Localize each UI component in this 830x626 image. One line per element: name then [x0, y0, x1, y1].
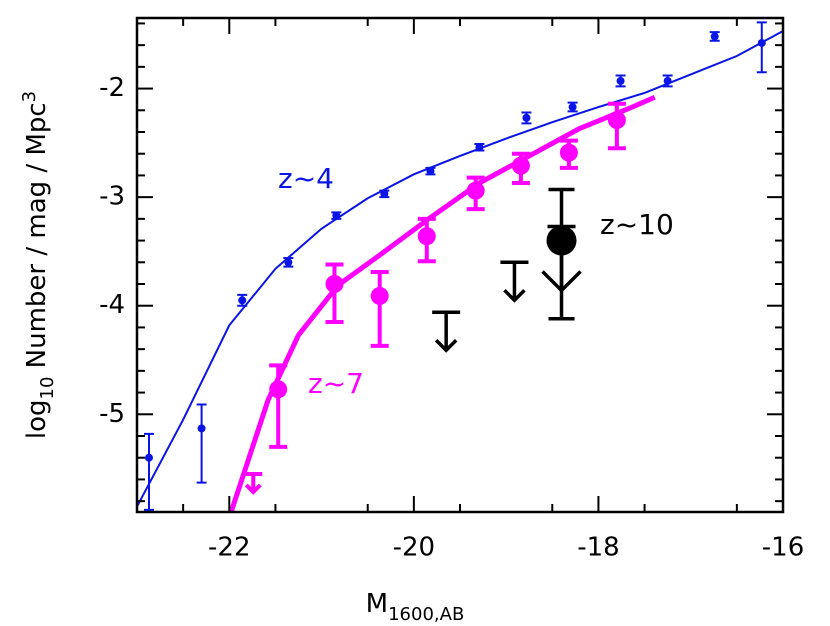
- data-point: [332, 211, 341, 220]
- y-tick-label: -5: [99, 399, 125, 429]
- upper-limit: [541, 224, 582, 293]
- x-tick-label: -22: [208, 533, 250, 563]
- y-label-rest: Number / mag / Mpc: [22, 102, 52, 376]
- data-point: [370, 286, 389, 305]
- data-point: [607, 111, 626, 130]
- plot-frame: [135, 16, 785, 514]
- x-label-sub: 1600,AB: [388, 604, 464, 625]
- series-label: z~10: [600, 208, 674, 241]
- x-label-main: M: [366, 589, 388, 619]
- data-point: [426, 167, 435, 176]
- data-point: [380, 189, 389, 198]
- error-bar: [269, 363, 288, 449]
- data-point: [522, 113, 531, 122]
- data-point: [616, 76, 625, 85]
- y-tick-label: -3: [99, 182, 125, 212]
- error-bar: [756, 21, 767, 74]
- data-point: [757, 38, 766, 47]
- error-bar: [196, 403, 207, 484]
- data-point: [238, 296, 247, 305]
- upper-limit: [500, 260, 529, 303]
- y-label-main: log: [22, 400, 52, 440]
- data-point: [559, 143, 578, 162]
- fit-curve: [137, 30, 783, 508]
- data-point: [475, 143, 484, 152]
- x-tick-label: -16: [762, 533, 804, 563]
- y-label-sub: 10: [37, 377, 58, 400]
- upper-limit: [244, 472, 263, 495]
- data-point: [466, 181, 485, 200]
- y-label-sup: 3: [19, 91, 40, 102]
- data-point: [325, 275, 344, 293]
- data-point: [511, 156, 530, 175]
- data-point: [710, 32, 719, 41]
- series-label: z~4: [278, 162, 334, 195]
- x-axis-label: M1600,AB: [366, 589, 465, 625]
- x-tick-label: -20: [393, 533, 435, 563]
- data-point: [197, 424, 206, 433]
- x-tick-label: -18: [577, 533, 619, 563]
- y-tick-label: -4: [99, 290, 125, 320]
- data-layer: [137, 21, 783, 512]
- data-point: [144, 453, 153, 462]
- plot-area: [137, 21, 783, 512]
- data-point: [568, 103, 577, 112]
- error-bar: [370, 270, 389, 348]
- data-point: [269, 380, 288, 399]
- data-point: [284, 258, 293, 267]
- data-point: [417, 227, 436, 246]
- series-label: z~7: [308, 367, 364, 400]
- y-tick-label: -2: [99, 73, 125, 103]
- fit-curve: [228, 94, 656, 512]
- error-bar: [143, 432, 154, 511]
- data-point: [663, 76, 672, 85]
- error-bar: [325, 262, 344, 324]
- upper-limit: [432, 310, 461, 353]
- y-axis-label: log10 Number / mag / Mpc3: [19, 91, 58, 439]
